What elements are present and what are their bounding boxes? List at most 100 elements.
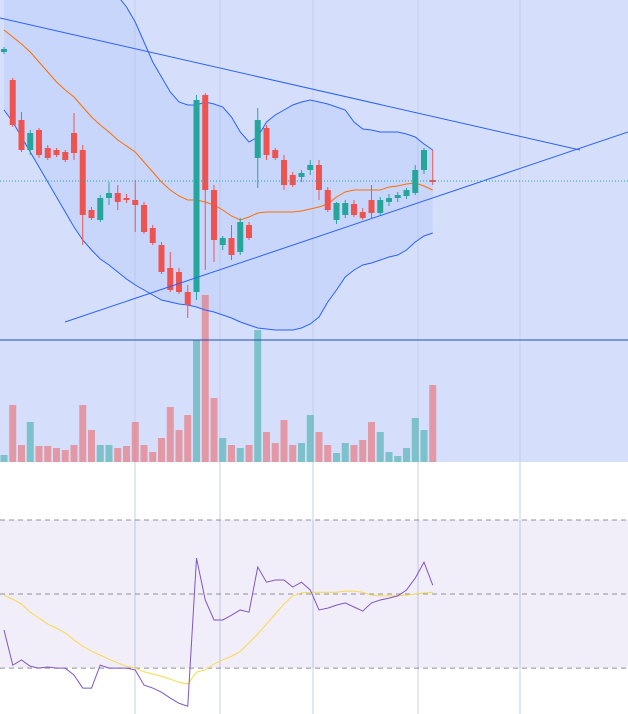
- candle-body: [88, 210, 95, 218]
- volume-bar: [26, 422, 34, 462]
- candle-body: [106, 193, 112, 198]
- volume-bar: [298, 443, 305, 462]
- volume-bar: [114, 448, 122, 462]
- candle-body: [237, 222, 244, 252]
- volume-bar: [245, 445, 253, 462]
- candle-body: [53, 150, 60, 155]
- candle-body: [114, 193, 121, 202]
- band-fill: [4, 0, 433, 330]
- candle-body: [412, 170, 419, 193]
- candle-body: [377, 200, 384, 213]
- volume-bar: [350, 445, 358, 462]
- candle-body: [386, 198, 392, 202]
- volume-bar: [368, 422, 375, 462]
- candle-body: [62, 152, 69, 160]
- candle-body: [281, 160, 287, 185]
- band-line: [120, 0, 434, 151]
- volume-bar: [9, 405, 17, 462]
- candle-body: [176, 272, 182, 292]
- candle-body: [123, 198, 130, 200]
- volume-bar: [140, 445, 148, 462]
- candle-body: [254, 120, 261, 158]
- candle-body: [158, 245, 165, 272]
- volume-bar: [228, 445, 235, 462]
- candle-body: [307, 165, 314, 170]
- volume-bar: [88, 430, 95, 462]
- candle-body: [368, 200, 375, 213]
- volume-bar: [394, 456, 402, 462]
- candle-body: [9, 80, 16, 125]
- rsi-line: [3, 558, 434, 707]
- trend-line: [64, 131, 628, 323]
- volume-bar: [306, 415, 314, 462]
- volume-bar: [271, 443, 279, 462]
- volume-bar: [18, 445, 25, 462]
- volume-bar: [175, 430, 183, 462]
- volume-bar: [61, 450, 69, 462]
- candle-body: [1, 49, 7, 52]
- volume-bar: [324, 445, 332, 462]
- volume-bar: [35, 446, 43, 462]
- volume-bar: [193, 340, 200, 462]
- candle-body: [263, 128, 270, 155]
- candle-body: [228, 238, 235, 255]
- volume-bar: [315, 432, 323, 462]
- volume-bar: [263, 432, 270, 462]
- volume-bar: [429, 385, 437, 462]
- candle-body: [246, 225, 252, 238]
- candle-body: [149, 228, 156, 243]
- candle-body: [394, 195, 401, 198]
- band-line: [3, 109, 433, 331]
- volume-bar: [166, 407, 174, 462]
- volume-bar: [44, 446, 52, 462]
- grid: [134, 0, 521, 714]
- volume-bar: [420, 430, 428, 462]
- volume-bar: [201, 295, 209, 462]
- drawings: [0, 17, 628, 341]
- volume-bar: [236, 448, 244, 462]
- volume-bar: [70, 445, 78, 462]
- candle-body: [79, 150, 86, 215]
- candle-body: [36, 130, 42, 155]
- volume-bar: [289, 445, 297, 462]
- candle-body: [342, 203, 349, 215]
- volume-bar: [385, 452, 393, 462]
- volume-bar: [376, 432, 384, 462]
- volume-bar: [184, 415, 192, 462]
- candle-body: [403, 190, 410, 196]
- candle-body: [193, 100, 200, 292]
- volume-bar: [131, 422, 139, 462]
- candle-body: [132, 200, 139, 205]
- volume-bar: [280, 420, 288, 462]
- volume-bar: [219, 438, 227, 462]
- candle-body: [289, 175, 296, 185]
- volume-bar: [79, 405, 87, 462]
- price-layer: [0, 0, 437, 462]
- volume-bar: [411, 418, 419, 462]
- candle-body: [351, 204, 357, 215]
- candle-body: [27, 133, 34, 150]
- candle-body: [184, 292, 191, 305]
- volume-bar: [403, 448, 410, 462]
- candle-body: [333, 203, 340, 220]
- band-line: [3, 29, 433, 221]
- candle-body: [219, 238, 226, 245]
- volume-bar: [105, 445, 113, 462]
- volume-bar: [96, 445, 104, 462]
- candle-body: [44, 148, 51, 158]
- candle-body: [71, 133, 77, 153]
- volume-bar: [0, 455, 8, 462]
- volume-bar: [158, 438, 165, 462]
- volume-bar: [333, 453, 340, 462]
- candle-body: [421, 150, 427, 170]
- volume-bar: [149, 452, 157, 462]
- volume-bar: [359, 440, 367, 462]
- price-pane: [0, 0, 628, 462]
- volume-bar: [123, 446, 130, 462]
- candle-body: [18, 120, 25, 150]
- candle-body: [141, 205, 147, 232]
- candle-body: [211, 190, 217, 240]
- candle-body: [202, 95, 209, 190]
